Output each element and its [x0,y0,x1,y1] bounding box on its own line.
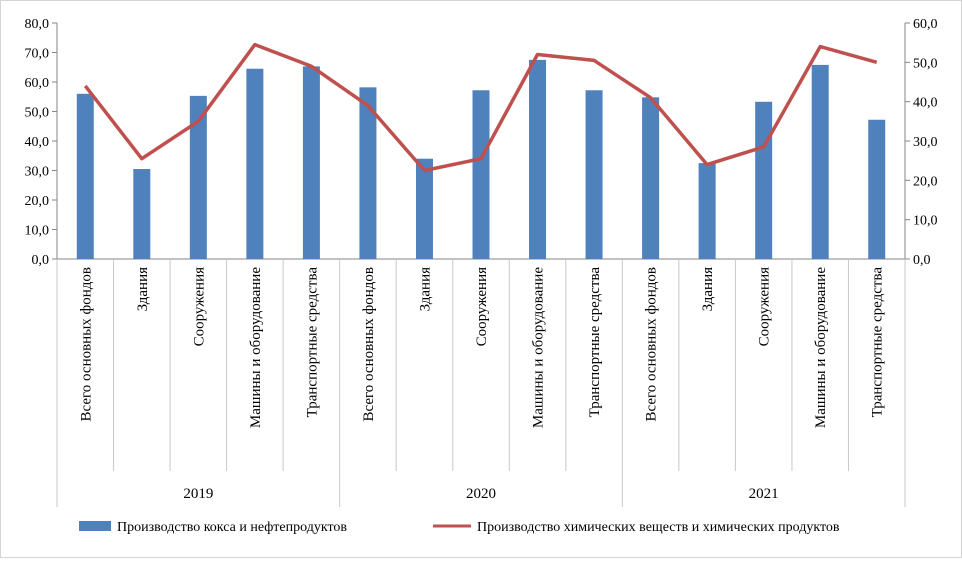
y-left-tick-label: 60,0 [25,76,50,91]
y-right-tick-label: 0,0 [913,253,931,268]
y-right-tick-label: 50,0 [913,56,938,71]
bar [473,90,490,259]
legend: Производство кокса и нефтепродуктов Прои… [79,520,840,535]
y-right-tick-label: 30,0 [913,135,938,150]
category-label: Сооружения [474,267,490,346]
category-label: Транспортные средства [304,267,320,418]
group-label: 2020 [466,486,496,502]
group-label: 2019 [183,486,213,502]
bar [868,120,885,259]
y-left-tick-label: 70,0 [25,47,50,62]
y-left-tick-label: 50,0 [25,106,50,121]
category-label: Машины и оборудование [531,267,547,428]
category-label: Транспортные средства [870,267,886,418]
y-left-tick-label: 10,0 [25,224,50,239]
category-label: Сооружения [191,267,207,346]
bar [133,169,150,259]
y-left-tick-label: 0,0 [32,253,50,268]
y-right-tick-label: 10,0 [913,214,938,229]
group-label: 2021 [749,486,779,502]
category-label: Здания [700,267,716,311]
category-label: Транспортные средства [587,267,603,418]
category-label: Здания [417,267,433,311]
bar [699,163,716,259]
y-left-tick-label: 30,0 [25,165,50,180]
bar [529,60,546,259]
y-right-tick-label: 40,0 [913,96,938,111]
bar [416,159,433,259]
category-label: Сооружения [757,267,773,346]
y-right-tick-label: 60,0 [913,17,938,32]
bar [642,97,659,259]
legend-swatch-bar [79,521,111,531]
category-label: Всего основных фондов [644,267,660,422]
category-label: Машины и оборудование [248,267,264,428]
y-left-tick-label: 40,0 [25,135,50,150]
bar [586,90,603,259]
category-label: Машины и оборудование [813,267,829,428]
bar [246,69,263,259]
bar [303,66,320,259]
legend-label-line: Производство химических веществ и химиче… [477,520,840,535]
bar [812,65,829,259]
category-label: Всего основных фондов [78,267,94,422]
category-label: Здания [135,267,151,311]
category-labels-layer: Всего основных фондов Здания Сооружения Маш… [57,259,905,507]
legend-label-bar: Производство кокса и нефтепродуктов [117,520,347,535]
bar [755,102,772,259]
category-label: Всего основных фондов [361,267,377,422]
y-right-tick-label: 20,0 [913,174,938,189]
y-left-tick-label: 80,0 [25,17,50,32]
bar [77,94,94,259]
y-left-tick-label: 20,0 [25,194,50,209]
